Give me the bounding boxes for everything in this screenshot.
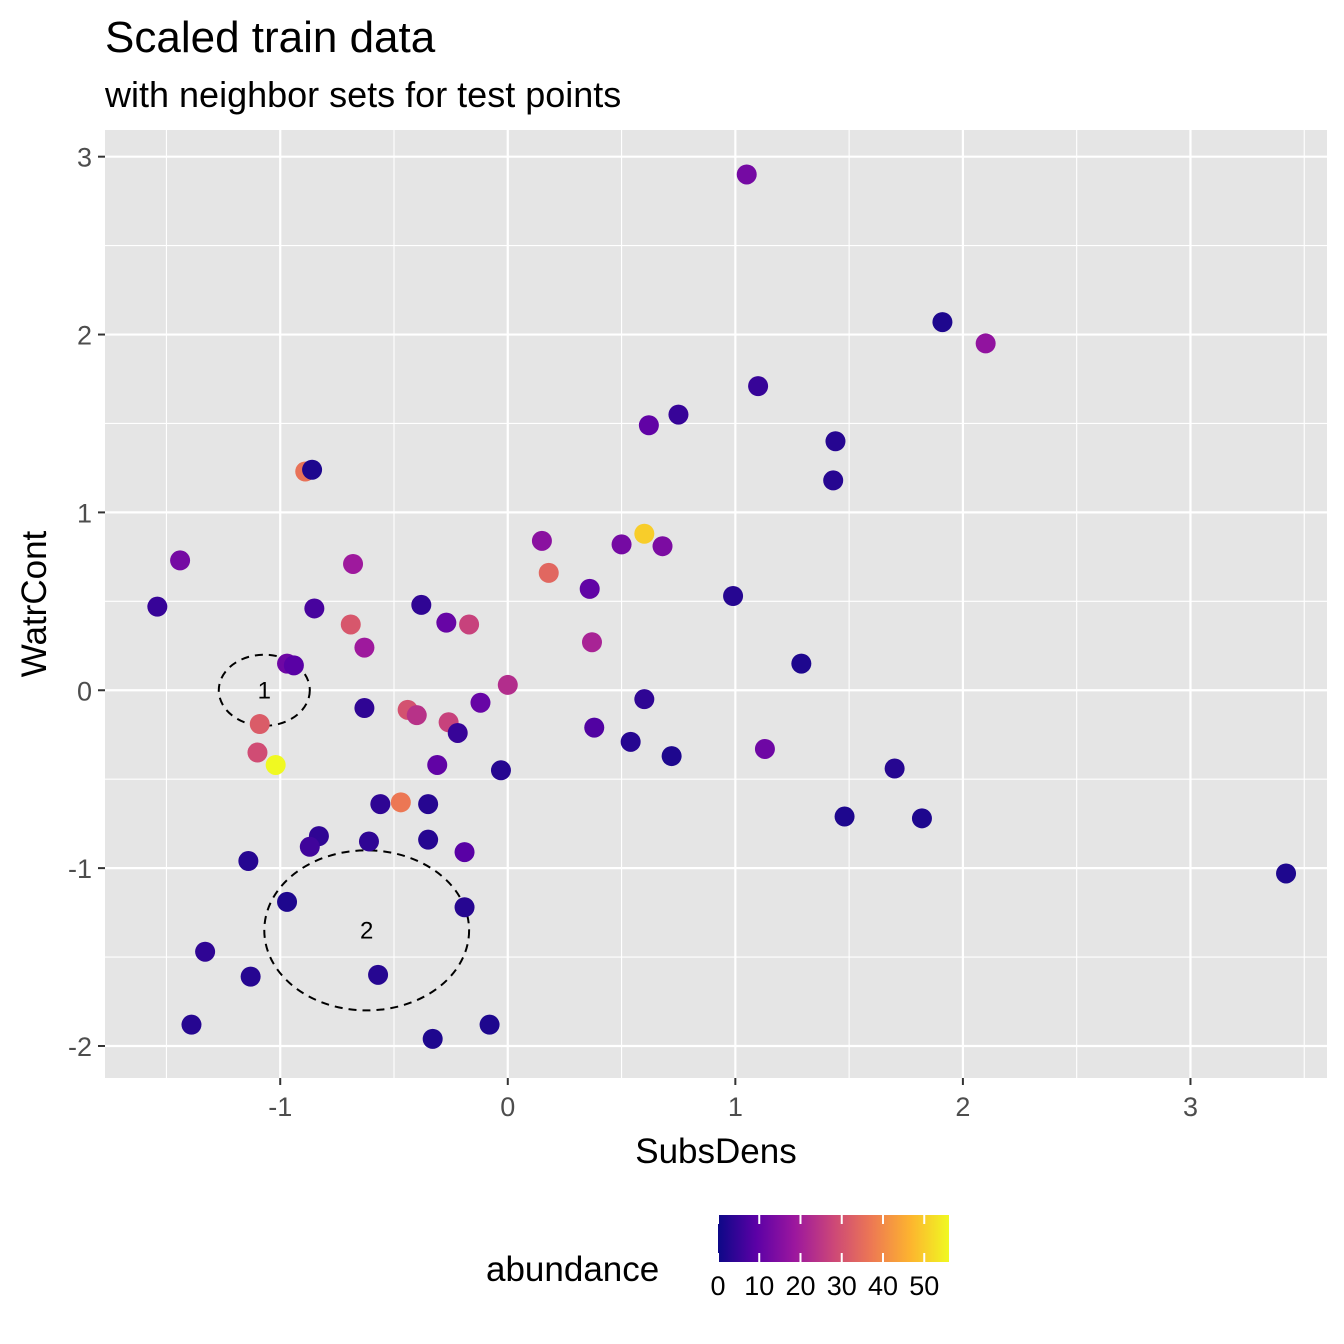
plot-panel xyxy=(105,130,1327,1078)
data-point xyxy=(240,966,261,987)
y-tick-label: -1 xyxy=(68,854,92,884)
data-point xyxy=(247,742,268,763)
data-point xyxy=(497,674,518,695)
data-point xyxy=(390,792,411,813)
data-point xyxy=(470,692,491,713)
data-point xyxy=(584,717,605,738)
data-point xyxy=(170,550,191,571)
legend-tick-label: 30 xyxy=(827,1271,857,1301)
data-point xyxy=(368,964,389,985)
data-point xyxy=(791,653,812,674)
data-point xyxy=(299,836,320,857)
data-point xyxy=(238,851,259,872)
y-tick-label: 2 xyxy=(77,321,92,351)
data-point xyxy=(406,705,427,726)
neighbor-circle-2 xyxy=(263,849,471,1012)
data-point xyxy=(370,794,391,815)
chart-subtitle: with neighbor sets for test points xyxy=(104,74,621,115)
neighbor-label-2: 2 xyxy=(360,917,373,944)
y-tick-label: 0 xyxy=(77,676,92,706)
data-point xyxy=(459,614,480,635)
colorbar xyxy=(718,1215,949,1262)
data-points xyxy=(147,164,1297,1049)
data-point xyxy=(723,585,744,606)
data-point xyxy=(531,530,552,551)
data-point xyxy=(249,714,270,735)
data-point xyxy=(343,553,364,574)
data-point xyxy=(668,404,689,425)
data-point xyxy=(340,614,361,635)
data-point xyxy=(634,689,655,710)
data-point xyxy=(302,459,323,480)
data-point xyxy=(181,1014,202,1035)
neighbor-label-1: 1 xyxy=(258,677,271,704)
data-point xyxy=(479,1014,500,1035)
data-point xyxy=(447,722,468,743)
y-tick-label: -2 xyxy=(68,1032,92,1062)
x-axis-title: SubsDens xyxy=(635,1132,796,1171)
data-point xyxy=(748,376,769,397)
data-point xyxy=(490,760,511,781)
data-point xyxy=(620,731,641,752)
data-point xyxy=(611,534,632,555)
data-point xyxy=(422,1028,443,1049)
data-point xyxy=(304,598,325,619)
data-point xyxy=(754,738,775,759)
data-point xyxy=(652,536,673,557)
data-point xyxy=(634,523,655,544)
legend-tick-label: 40 xyxy=(868,1271,898,1301)
data-point xyxy=(638,415,659,436)
x-tick-label: -1 xyxy=(268,1092,292,1122)
data-point xyxy=(411,594,432,615)
data-point xyxy=(277,891,298,912)
data-point xyxy=(538,562,559,583)
data-point xyxy=(358,831,379,852)
data-point xyxy=(427,754,448,775)
color-legend: 0 10 20 30 40 50 xyxy=(710,1215,949,1301)
x-tick-label: 1 xyxy=(728,1092,743,1122)
data-point xyxy=(823,470,844,491)
legend-tick-label: 0 xyxy=(710,1271,725,1301)
data-point xyxy=(1276,863,1297,884)
data-point xyxy=(454,842,475,863)
data-point xyxy=(736,164,757,185)
x-tick-label: 3 xyxy=(1183,1092,1198,1122)
data-point xyxy=(265,754,286,775)
data-point xyxy=(975,333,996,354)
data-point xyxy=(884,758,905,779)
data-point xyxy=(454,897,475,918)
data-point xyxy=(834,806,855,827)
data-point xyxy=(579,578,600,599)
data-point xyxy=(661,746,682,767)
legend-tick-label: 50 xyxy=(909,1271,939,1301)
data-point xyxy=(147,596,168,617)
data-point xyxy=(195,941,216,962)
data-point xyxy=(436,612,457,633)
legend-title: abundance xyxy=(486,1250,659,1289)
y-tick-label: 3 xyxy=(77,143,92,173)
data-point xyxy=(825,431,846,452)
chart-title: Scaled train data xyxy=(105,13,436,62)
data-point xyxy=(354,637,375,658)
data-point xyxy=(932,312,953,333)
axis-ticks: -1 0 1 2 3 -2 -1 0 1 2 3 xyxy=(68,143,1198,1122)
y-tick-label: 1 xyxy=(77,498,92,528)
data-point xyxy=(283,655,304,676)
data-point xyxy=(581,632,602,653)
data-point xyxy=(911,808,932,829)
data-point xyxy=(418,829,439,850)
data-point xyxy=(418,794,439,815)
legend-tick-label: 10 xyxy=(744,1271,774,1301)
data-point xyxy=(354,698,375,719)
x-tick-label: 2 xyxy=(955,1092,970,1122)
x-tick-label: 0 xyxy=(500,1092,515,1122)
y-axis-title: WatrCont xyxy=(15,530,54,677)
legend-tick-label: 20 xyxy=(785,1271,815,1301)
